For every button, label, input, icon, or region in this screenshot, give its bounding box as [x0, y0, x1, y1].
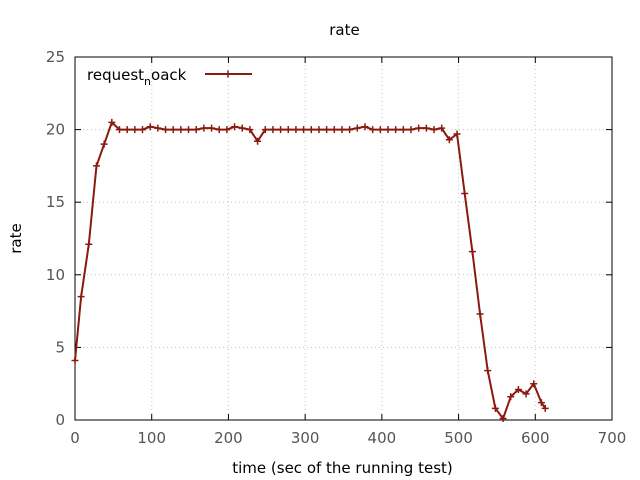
legend-label-subscript: n	[144, 75, 151, 88]
data-point	[223, 126, 231, 134]
series-line	[74, 121, 547, 420]
data-point	[369, 126, 377, 134]
legend: requestnoack	[87, 66, 252, 88]
data-point	[307, 126, 315, 134]
data-point	[537, 399, 545, 407]
y-axis-label: rate	[7, 223, 25, 253]
data-point	[277, 126, 285, 134]
data-point	[361, 123, 369, 131]
data-point	[169, 126, 177, 134]
data-point	[415, 124, 423, 132]
y-tick-label: 10	[46, 266, 65, 284]
series-layer	[71, 118, 549, 423]
legend-label: requestnoack	[87, 66, 187, 88]
x-tick-labels: 0 100 200 300 400 500 600 700	[70, 429, 626, 447]
y-tick-label: 0	[55, 411, 65, 429]
data-point	[491, 404, 499, 412]
x-tick-label: 200	[214, 429, 243, 447]
data-point	[292, 126, 300, 134]
grid-lines	[75, 57, 612, 420]
data-point	[530, 380, 538, 388]
data-point	[315, 126, 323, 134]
data-point	[208, 124, 216, 132]
data-point	[200, 124, 208, 132]
data-point	[445, 136, 453, 144]
x-tick-label: 700	[598, 429, 627, 447]
legend-label-prefix: request	[87, 66, 144, 84]
data-point	[71, 356, 79, 364]
data-point	[392, 126, 400, 134]
data-point	[468, 248, 476, 256]
data-point	[146, 123, 154, 131]
chart-title: rate	[329, 21, 359, 39]
data-point	[499, 415, 507, 423]
data-point	[177, 126, 185, 134]
data-point	[376, 126, 384, 134]
data-point	[430, 126, 438, 134]
x-axis-label: time (sec of the running test)	[232, 459, 453, 477]
data-point	[453, 130, 461, 138]
data-point	[522, 390, 530, 398]
data-point	[185, 126, 193, 134]
y-tick-label: 5	[55, 338, 65, 356]
data-point	[139, 126, 147, 134]
data-point	[514, 386, 522, 394]
legend-point	[224, 70, 232, 78]
data-point	[254, 137, 262, 145]
data-point	[238, 124, 246, 132]
data-point	[330, 126, 338, 134]
x-tick-label: 500	[444, 429, 473, 447]
data-point	[323, 126, 331, 134]
data-point	[407, 126, 415, 134]
data-point	[284, 126, 292, 134]
data-point	[77, 293, 85, 301]
data-point	[476, 310, 484, 318]
x-tick-label: 400	[368, 429, 397, 447]
data-point	[261, 126, 269, 134]
data-point	[507, 393, 515, 401]
data-point	[123, 126, 131, 134]
y-tick-label: 20	[46, 121, 65, 139]
data-point	[541, 404, 549, 412]
data-point	[384, 126, 392, 134]
legend-marker	[224, 70, 232, 78]
x-tick-label: 300	[291, 429, 320, 447]
data-point	[338, 126, 346, 134]
data-point	[438, 124, 446, 132]
data-point	[92, 162, 100, 170]
data-point	[353, 124, 361, 132]
x-tick-label: 0	[70, 429, 80, 447]
data-point	[131, 126, 139, 134]
plot-border	[74, 56, 613, 421]
y-tick-label: 15	[46, 193, 65, 211]
data-point	[231, 123, 239, 131]
data-point	[399, 126, 407, 134]
data-point	[192, 126, 200, 134]
x-tick-label: 100	[137, 429, 166, 447]
data-point	[269, 126, 277, 134]
data-point	[246, 126, 254, 134]
x-tick-label: 600	[521, 429, 550, 447]
data-point	[100, 140, 108, 148]
y-tick-labels: 0 5 10 15 20 25	[46, 48, 65, 429]
y-tick-label: 25	[46, 48, 65, 66]
data-point	[346, 126, 354, 134]
data-point	[215, 126, 223, 134]
data-point	[154, 124, 162, 132]
series-points	[71, 118, 549, 423]
data-point	[300, 126, 308, 134]
data-point	[115, 126, 123, 134]
data-point	[108, 118, 116, 126]
data-point	[484, 367, 492, 375]
data-point	[162, 126, 170, 134]
data-point	[422, 124, 430, 132]
data-point	[85, 240, 93, 248]
tick-marks	[74, 56, 613, 421]
data-point	[461, 189, 469, 197]
legend-label-suffix: oack	[151, 66, 187, 84]
